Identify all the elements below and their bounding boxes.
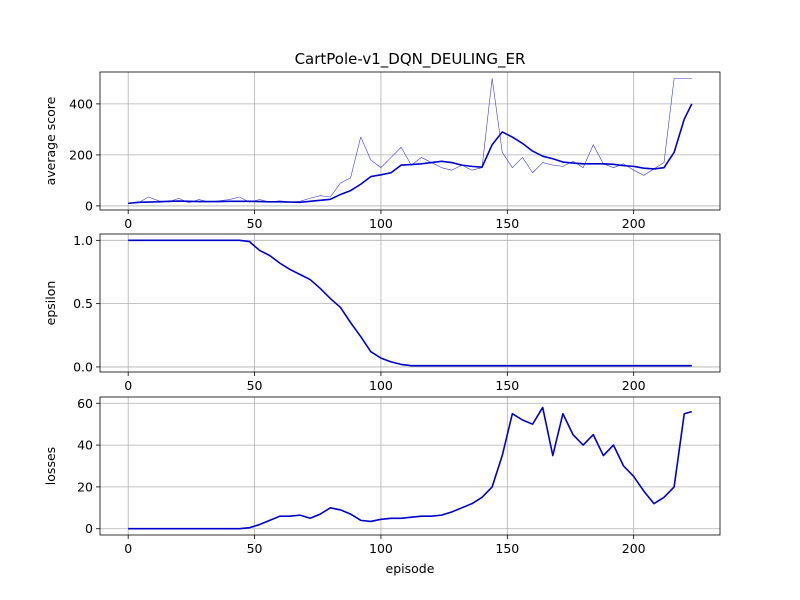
x-tick-label: 0 <box>124 216 132 231</box>
axes-frame <box>99 233 721 373</box>
data-line <box>128 78 692 204</box>
x-tick-label: 0 <box>124 378 132 393</box>
x-tick-label: 100 <box>369 378 393 393</box>
y-tick-label: 20 <box>77 479 93 494</box>
y-tick-label: 200 <box>69 147 93 162</box>
data-line <box>128 239 692 367</box>
chart-title: CartPole-v1_DQN_DEULING_ER <box>295 50 526 69</box>
y-axis-label: average score <box>43 96 58 185</box>
x-tick-label: 50 <box>247 378 263 393</box>
y-axis-label: losses <box>43 447 58 485</box>
axes-frame <box>99 71 721 211</box>
data-line <box>128 406 693 530</box>
x-tick-label: 200 <box>622 541 646 556</box>
x-tick-label: 150 <box>495 216 519 231</box>
y-tick-label: 400 <box>69 96 93 111</box>
x-tick-label: 200 <box>622 378 646 393</box>
y-tick-label: 1.0 <box>73 233 93 248</box>
x-tick-label: 200 <box>622 216 646 231</box>
y-tick-label: 40 <box>77 438 93 453</box>
y-tick-label: 0.0 <box>73 359 93 374</box>
x-tick-label: 100 <box>369 541 393 556</box>
y-tick-label: 0 <box>85 198 93 213</box>
y-axis-label: epsilon <box>43 281 58 326</box>
x-tick-label: 150 <box>495 378 519 393</box>
x-tick-label: 100 <box>369 216 393 231</box>
y-tick-label: 60 <box>77 396 93 411</box>
y-tick-label: 0.5 <box>73 296 93 311</box>
data-line <box>128 103 693 205</box>
x-axis-label: episode <box>386 561 435 576</box>
x-tick-label: 150 <box>495 541 519 556</box>
x-tick-label: 50 <box>247 541 263 556</box>
x-tick-label: 50 <box>247 216 263 231</box>
x-tick-label: 0 <box>124 541 132 556</box>
y-tick-label: 0 <box>85 521 93 536</box>
axes-frame <box>99 396 721 536</box>
